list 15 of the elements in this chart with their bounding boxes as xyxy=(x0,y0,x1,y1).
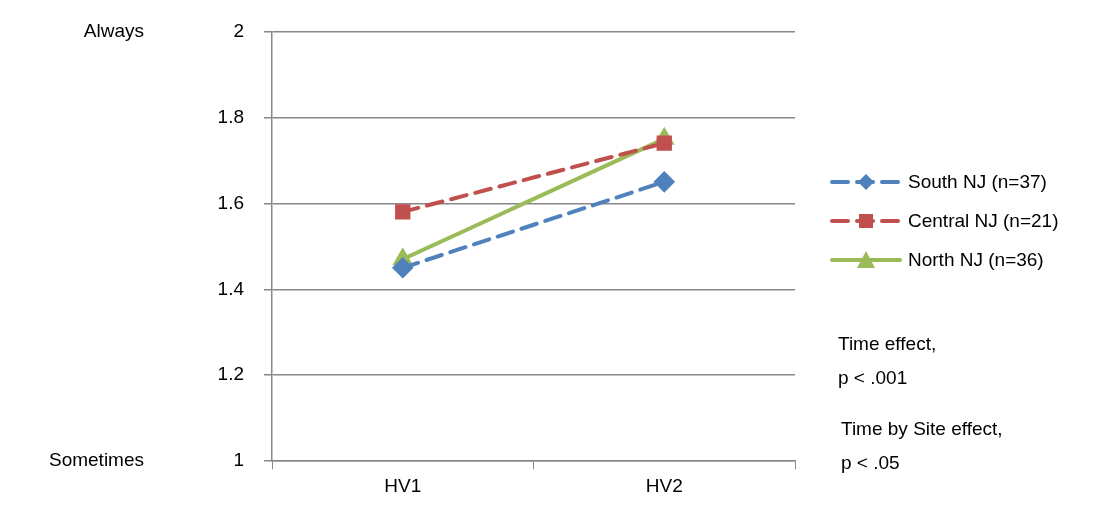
y-tick-label: 1.8 xyxy=(217,105,244,127)
x-tick-label: HV2 xyxy=(645,474,683,496)
legend-label: Central NJ (n=21) xyxy=(908,209,1059,232)
x-tick-label: HV1 xyxy=(384,474,422,496)
text: Always xyxy=(83,19,144,41)
text: Sometimes xyxy=(48,449,144,471)
y-tick-label: 2 xyxy=(233,19,244,41)
y-tick-label: 1.2 xyxy=(217,363,244,385)
text: Time by Site effect, p < .05 xyxy=(841,418,1003,474)
legend-label: South NJ (n=37) xyxy=(908,170,1047,193)
y-tick-label: 1 xyxy=(233,449,244,471)
y-tick-label: 1.4 xyxy=(217,277,245,299)
y-tick-label: 1.6 xyxy=(217,191,244,213)
text: Time effect, p < .001 xyxy=(838,333,937,389)
legend-label: North NJ (n=36) xyxy=(908,248,1044,271)
